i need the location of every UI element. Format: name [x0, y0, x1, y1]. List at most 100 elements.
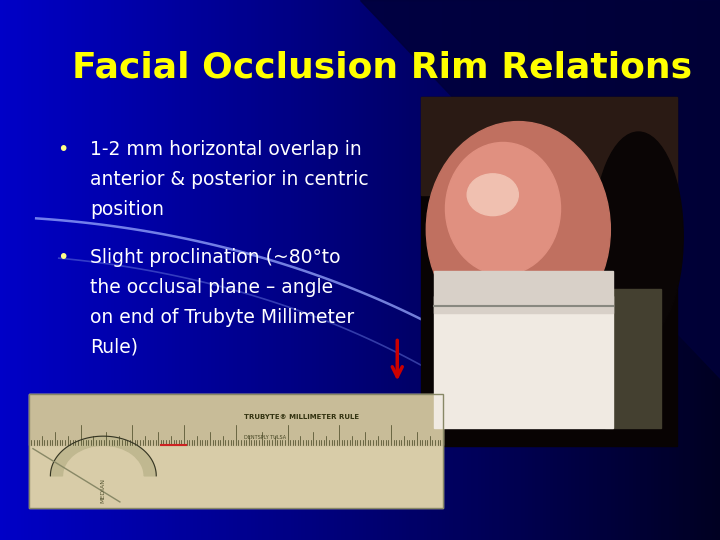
Bar [198, 0, 202, 540]
Ellipse shape [594, 132, 683, 341]
Bar [108, 0, 112, 540]
Bar [29, 394, 443, 508]
Text: TRUBYTE® MILLIMETER RULE: TRUBYTE® MILLIMETER RULE [244, 414, 359, 420]
Bar [608, 0, 612, 540]
Bar [421, 97, 677, 446]
Bar [349, 0, 353, 540]
Bar [245, 0, 248, 540]
Bar [335, 0, 338, 540]
Bar [101, 0, 104, 540]
Bar [360, 0, 364, 540]
Bar [61, 0, 65, 540]
Bar [518, 0, 522, 540]
Bar [292, 0, 295, 540]
Bar [382, 0, 385, 540]
Bar [565, 0, 569, 540]
Bar [606, 289, 662, 428]
Bar [313, 0, 317, 540]
Bar [536, 0, 540, 540]
Bar [184, 0, 187, 540]
Bar [194, 0, 198, 540]
Bar [385, 0, 389, 540]
Bar [202, 0, 205, 540]
Bar [220, 0, 223, 540]
Bar [432, 0, 436, 540]
Bar [493, 0, 497, 540]
Bar [29, 0, 32, 540]
Bar [626, 0, 630, 540]
Bar [601, 0, 605, 540]
Bar [176, 0, 180, 540]
Bar [644, 0, 648, 540]
Bar [673, 0, 677, 540]
Bar [558, 0, 562, 540]
Bar [7, 0, 11, 540]
Bar [342, 0, 346, 540]
Bar [252, 0, 256, 540]
Bar [25, 0, 29, 540]
Bar [119, 0, 122, 540]
Text: •: • [58, 140, 69, 159]
Bar [126, 0, 130, 540]
Bar [324, 0, 328, 540]
Bar [266, 0, 270, 540]
Bar [504, 0, 508, 540]
Bar [328, 0, 331, 540]
Bar [583, 0, 587, 540]
Bar [79, 0, 83, 540]
Bar [396, 0, 400, 540]
Bar [47, 0, 50, 540]
Bar [709, 0, 713, 540]
Bar [331, 0, 335, 540]
Bar [569, 0, 572, 540]
Bar [205, 0, 209, 540]
Bar [511, 0, 515, 540]
Bar [410, 0, 414, 540]
Bar [468, 0, 472, 540]
Bar [259, 0, 263, 540]
Bar [443, 0, 446, 540]
Bar [104, 0, 108, 540]
Bar [434, 296, 613, 428]
Bar [277, 0, 281, 540]
Bar [691, 0, 695, 540]
Bar [436, 0, 439, 540]
Bar [310, 0, 313, 540]
Bar [407, 0, 410, 540]
Bar [299, 0, 302, 540]
Bar [529, 0, 533, 540]
Bar [605, 0, 608, 540]
Bar [130, 0, 133, 540]
Bar [450, 0, 454, 540]
Bar [320, 0, 324, 540]
Bar [619, 0, 623, 540]
Bar [461, 0, 464, 540]
Bar [230, 0, 234, 540]
Bar [54, 0, 58, 540]
Bar [630, 0, 634, 540]
Bar [500, 0, 504, 540]
Bar [677, 0, 680, 540]
Bar [97, 0, 101, 540]
Bar [274, 0, 277, 540]
Bar [594, 0, 598, 540]
Bar [263, 0, 266, 540]
Bar [551, 0, 554, 540]
Bar [112, 0, 115, 540]
Bar [655, 0, 659, 540]
Bar [180, 0, 184, 540]
Bar [392, 0, 396, 540]
Bar [356, 0, 360, 540]
Bar [238, 0, 241, 540]
Bar [248, 0, 252, 540]
Bar [346, 0, 349, 540]
Bar [479, 0, 482, 540]
Bar [270, 0, 274, 540]
Bar [36, 0, 40, 540]
Bar [288, 0, 292, 540]
Ellipse shape [467, 174, 518, 215]
Bar [241, 0, 245, 540]
Bar [457, 0, 461, 540]
Bar [115, 0, 119, 540]
Bar [439, 0, 443, 540]
